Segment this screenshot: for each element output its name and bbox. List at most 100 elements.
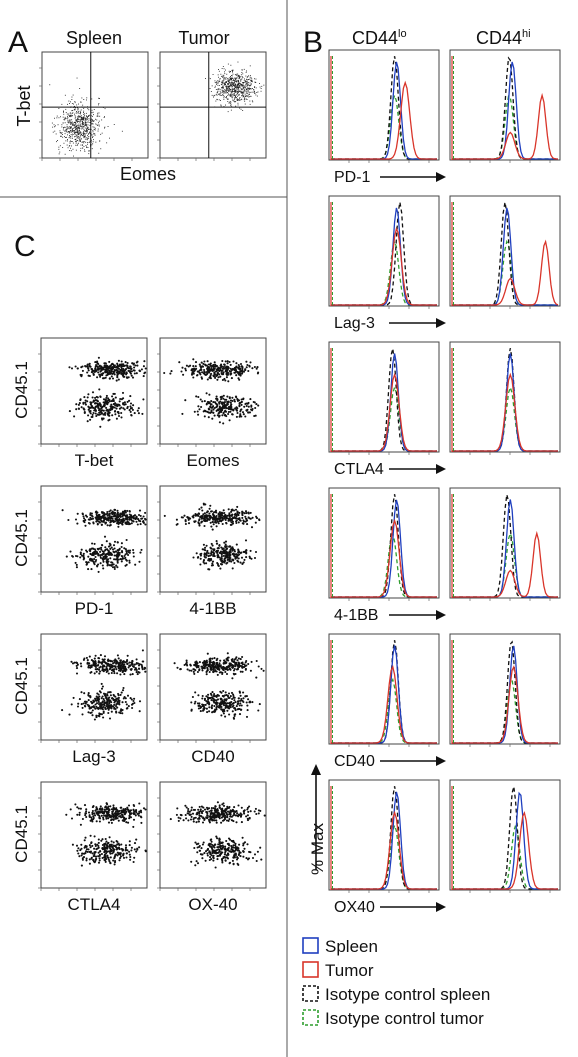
dot: [140, 548, 143, 551]
dot: [230, 82, 232, 84]
dot: [86, 396, 89, 399]
dot: [217, 522, 220, 525]
dot: [206, 369, 209, 372]
dot: [91, 119, 93, 120]
dot: [243, 663, 246, 666]
dot: [124, 697, 127, 700]
dot: [256, 95, 258, 97]
dot: [87, 127, 88, 129]
dot: [86, 97, 88, 99]
dot: [233, 89, 235, 90]
dot: [184, 519, 187, 522]
dot: [211, 562, 214, 565]
dot: [254, 78, 255, 80]
dot: [86, 550, 89, 553]
dot: [93, 812, 96, 815]
dot: [94, 365, 97, 368]
dot: [99, 140, 101, 142]
dot: [138, 710, 141, 713]
dot: [86, 661, 89, 664]
dot: [72, 112, 74, 114]
dot: [237, 83, 239, 85]
dot: [76, 813, 79, 816]
dot: [67, 118, 69, 120]
dot: [82, 122, 84, 124]
dot: [107, 805, 110, 808]
dot: [67, 113, 69, 115]
dot: [110, 520, 113, 523]
dot: [98, 672, 101, 675]
dot: [223, 92, 225, 94]
dot: [124, 665, 127, 668]
dot: [70, 660, 73, 663]
dot: [220, 398, 223, 401]
dot: [222, 701, 225, 704]
dot: [97, 130, 99, 132]
dot: [90, 371, 93, 374]
dot: [89, 664, 93, 667]
dot: [85, 130, 87, 132]
dot: [242, 398, 245, 401]
dot: [220, 691, 223, 694]
dot: [89, 140, 91, 142]
dot: [225, 69, 226, 71]
dot: [70, 119, 72, 121]
plot-frame: [328, 779, 440, 891]
series-tumor: [331, 226, 437, 306]
dot: [169, 372, 172, 375]
dot: [227, 92, 229, 93]
histogram-cd40-cd44hi: [449, 633, 561, 747]
dot: [72, 123, 73, 125]
plot-frame: [159, 337, 267, 445]
dot: [215, 670, 218, 673]
marker-label: 4-1BB: [334, 607, 378, 624]
dot: [224, 91, 226, 92]
dot: [246, 95, 248, 97]
dot: [83, 132, 85, 134]
dot: [79, 807, 82, 810]
dot: [187, 522, 191, 525]
dot: [203, 660, 206, 663]
dot: [140, 368, 143, 371]
dot: [198, 508, 201, 511]
dot: [85, 815, 88, 819]
dot: [218, 515, 222, 518]
dot: [129, 410, 132, 413]
dot: [251, 516, 254, 519]
dot: [216, 83, 217, 85]
dot: [101, 368, 104, 371]
dot: [77, 124, 78, 126]
dot: [60, 133, 62, 135]
dot: [84, 122, 86, 124]
dot: [234, 94, 236, 96]
dot: [87, 124, 89, 126]
dot: [87, 143, 88, 145]
dot: [234, 101, 236, 103]
dot: [232, 559, 235, 562]
dot: [70, 367, 74, 370]
dot: [233, 84, 235, 86]
dot: [109, 372, 112, 375]
dot: [80, 109, 82, 111]
histogram-lag-3-cd44lo: [328, 195, 440, 309]
dot: [86, 139, 88, 141]
dot: [204, 373, 207, 377]
dot: [119, 712, 122, 715]
dot: [223, 377, 226, 380]
dot: [85, 124, 86, 125]
dot: [96, 696, 99, 700]
dot: [81, 365, 84, 368]
dot: [255, 403, 258, 406]
dot: [67, 147, 69, 149]
dot: [211, 520, 214, 523]
dot: [185, 659, 188, 662]
dot: [254, 414, 257, 417]
dot: [230, 104, 232, 106]
dot: [131, 706, 134, 710]
dot: [257, 665, 260, 668]
dot: [224, 409, 227, 412]
dot: [230, 93, 232, 95]
dot: [129, 664, 132, 667]
dot: [92, 136, 94, 137]
dot: [249, 78, 251, 80]
